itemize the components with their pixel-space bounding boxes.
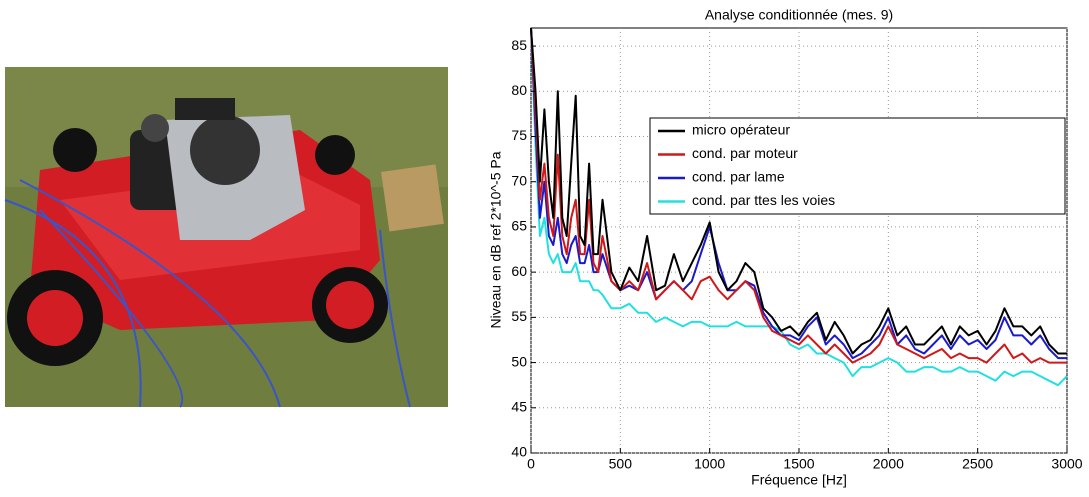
legend-label: cond. par lame [692,169,785,185]
series-line [530,27,1067,355]
series-line [530,27,1068,387]
x-tick-label: 1000 [694,456,725,472]
y-tick-label: 55 [511,308,527,324]
series-line [530,27,1067,364]
x-tick-label: 1500 [783,456,814,472]
x-tick-label: 2500 [962,456,993,472]
y-axis-label: Niveau en dB ref 2*10^-5 Pa [488,151,504,328]
y-tick-label: 80 [511,82,527,98]
x-axis-label: Fréquence [Hz] [751,472,847,488]
series-line [530,27,1067,360]
legend-box [649,117,1066,215]
y-tick-label: 50 [511,353,527,369]
x-tick-label: 0 [527,456,535,472]
x-tick-label: 500 [609,456,633,472]
y-tick-label: 75 [511,127,527,143]
y-tick-label: 65 [511,218,527,234]
legend-label: cond. par ttes les voies [692,192,835,208]
x-tick-label: 3000 [1051,456,1082,472]
y-tick-label: 40 [511,444,527,460]
y-tick-label: 45 [511,398,527,414]
legend-label: micro opérateur [692,122,790,138]
x-tick-label: 2000 [873,456,904,472]
y-tick-label: 70 [511,172,527,188]
legend-label: cond. par moteur [692,145,798,161]
photo [4,67,448,408]
chart-title: Analyse conditionnée (mes. 9) [705,7,893,23]
lines [530,27,1068,387]
y-tick-label: 85 [511,37,527,53]
y-tick-label: 60 [511,263,527,279]
